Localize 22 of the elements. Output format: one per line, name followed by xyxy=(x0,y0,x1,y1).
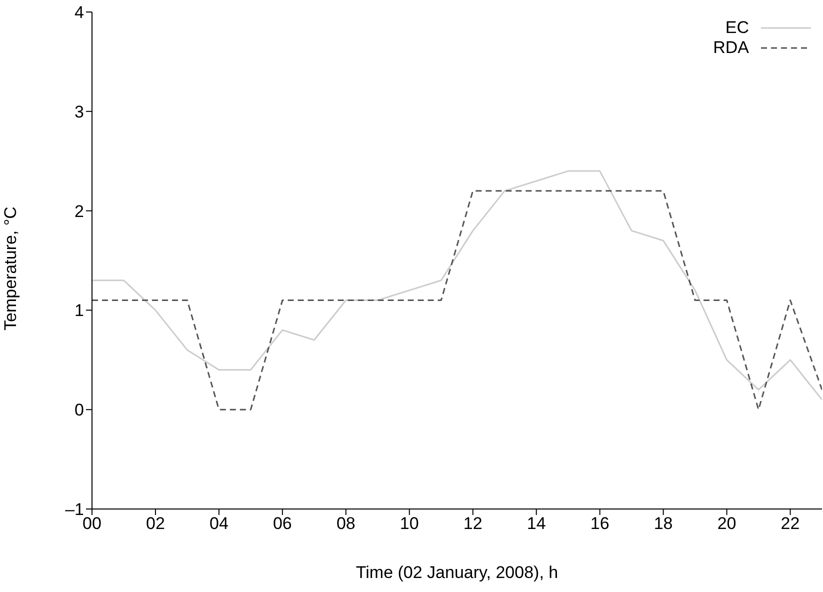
y-tick-label: 4 xyxy=(74,3,84,22)
x-tick-label: 20 xyxy=(717,514,736,534)
x-axis-title: Time (02 January, 2008), h xyxy=(356,563,558,582)
x-tick-label: 00 xyxy=(82,514,102,534)
y-axis-title: Temperature, °C xyxy=(1,206,20,330)
x-tick-label: 10 xyxy=(400,514,419,534)
x-tick-label: 12 xyxy=(463,514,482,534)
y-tick-label: 3 xyxy=(74,102,84,122)
y-tick-label: 2 xyxy=(74,202,84,221)
x-tick-label: 18 xyxy=(654,514,673,534)
y-tick-label: 0 xyxy=(74,400,84,420)
y-tick-label: 1 xyxy=(74,301,84,320)
x-tick-label: 22 xyxy=(780,514,800,534)
x-tick-label: 08 xyxy=(336,514,356,534)
y-tick-label: –1 xyxy=(65,500,84,520)
x-tick-label: 02 xyxy=(146,514,165,534)
legend-label: EC xyxy=(725,18,749,38)
x-tick-label: 16 xyxy=(590,514,610,534)
legend-label: RDA xyxy=(713,38,749,58)
x-tick-label: 04 xyxy=(209,514,228,534)
x-tick-label: 06 xyxy=(272,514,292,534)
x-tick-label: 14 xyxy=(526,514,546,534)
